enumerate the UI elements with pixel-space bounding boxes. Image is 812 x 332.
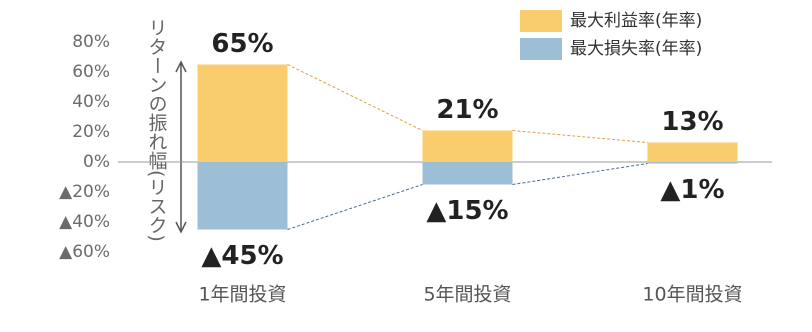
y-tick-label: 0% <box>83 152 110 172</box>
y-axis-label: リターンの振れ幅(リスク) <box>146 18 168 242</box>
y-tick-label: ▲20% <box>59 182 110 202</box>
y-tick-label: ▲60% <box>59 242 110 262</box>
value-label: 65% <box>211 29 273 59</box>
bar <box>197 64 288 162</box>
value-label: 21% <box>436 95 498 125</box>
bar <box>422 162 513 185</box>
connector <box>512 163 648 185</box>
legend-swatch <box>520 38 562 60</box>
legend-label: 最大利益率(年率) <box>570 11 702 31</box>
bar <box>422 130 513 162</box>
x-tick-label: 10年間投資 <box>642 284 742 306</box>
connector <box>287 64 423 131</box>
y-tick-label: 20% <box>72 122 110 142</box>
value-label: ▲45% <box>201 241 283 271</box>
value-label: ▲1% <box>660 175 724 205</box>
connector <box>512 130 648 143</box>
x-tick-label: 5年間投資 <box>423 284 511 306</box>
value-label: ▲15% <box>426 196 508 226</box>
y-tick-label: 60% <box>72 62 110 82</box>
x-tick-label: 1年間投資 <box>198 284 286 306</box>
risk-arrow <box>175 60 187 234</box>
value-label: 13% <box>661 107 723 137</box>
legend-swatch <box>520 10 562 32</box>
y-tick-label: 40% <box>72 92 110 112</box>
bar <box>647 162 738 164</box>
bar <box>647 142 738 162</box>
y-tick-label: 80% <box>72 32 110 52</box>
connector <box>287 184 423 230</box>
y-tick-label: ▲40% <box>59 212 110 232</box>
bar <box>197 162 288 230</box>
legend-label: 最大損失率(年率) <box>570 39 702 59</box>
